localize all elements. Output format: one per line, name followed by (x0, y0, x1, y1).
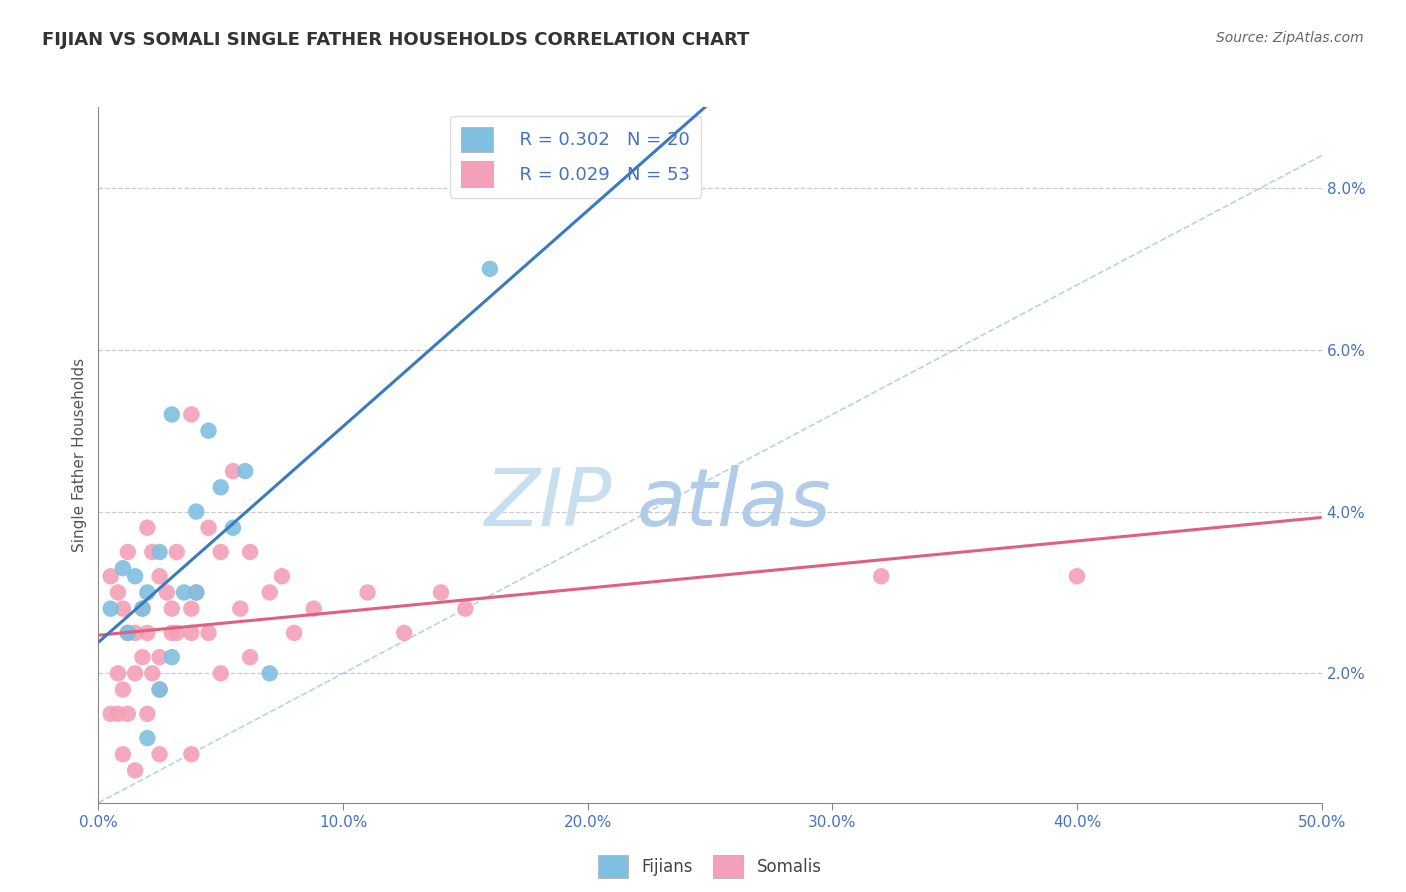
Point (197, 424, 219, 438)
Point (180, 626, 202, 640)
Point (259, 585, 281, 599)
Point (160, 626, 183, 640)
Point (283, 626, 305, 640)
Point (136, 731, 159, 745)
Point (149, 682, 172, 697)
Point (1066, 569, 1088, 583)
Point (166, 626, 188, 640)
Point (233, 464, 256, 478)
Point (149, 747, 172, 762)
Point (197, 521, 219, 535)
Point (160, 601, 183, 615)
Point (111, 561, 134, 575)
Point (141, 545, 163, 559)
Point (149, 650, 172, 665)
Text: ZIP: ZIP (485, 465, 612, 542)
Point (166, 545, 188, 559)
Point (141, 666, 163, 681)
Point (356, 585, 378, 599)
Point (149, 682, 172, 697)
Point (430, 585, 453, 599)
Point (160, 650, 183, 665)
Point (131, 601, 153, 615)
Legend: Fijians, Somalis: Fijians, Somalis (592, 848, 828, 885)
Point (392, 626, 416, 640)
Point (259, 666, 281, 681)
Point (454, 601, 477, 615)
Point (239, 650, 262, 665)
Point (100, 706, 122, 721)
Point (870, 569, 893, 583)
Point (136, 521, 159, 535)
Point (180, 601, 202, 615)
Point (222, 521, 245, 535)
Point (209, 545, 232, 559)
Point (239, 545, 262, 559)
Point (111, 682, 134, 697)
Point (149, 569, 172, 583)
Point (209, 480, 232, 494)
Point (222, 464, 245, 478)
Point (117, 706, 139, 721)
Point (136, 585, 159, 599)
Point (478, 261, 501, 276)
Text: Source: ZipAtlas.com: Source: ZipAtlas.com (1216, 31, 1364, 45)
Point (229, 601, 252, 615)
Point (107, 666, 129, 681)
Point (136, 626, 159, 640)
Point (100, 601, 122, 615)
Point (186, 504, 208, 518)
Point (131, 601, 153, 615)
Y-axis label: Single Father Households: Single Father Households (72, 358, 87, 552)
Point (117, 626, 139, 640)
Point (100, 569, 122, 583)
Text: FIJIAN VS SOMALI SINGLE FATHER HOUSEHOLDS CORRELATION CHART: FIJIAN VS SOMALI SINGLE FATHER HOUSEHOLD… (42, 31, 749, 49)
Point (302, 601, 325, 615)
Point (111, 747, 134, 762)
Point (186, 585, 208, 599)
Point (124, 666, 146, 681)
Point (209, 666, 232, 681)
Point (270, 569, 294, 583)
Point (186, 585, 208, 599)
Point (149, 545, 172, 559)
Point (197, 626, 219, 640)
Text: atlas: atlas (637, 465, 831, 542)
Point (107, 706, 129, 721)
Point (156, 585, 179, 599)
Point (180, 747, 202, 762)
Point (131, 650, 153, 665)
Point (136, 706, 159, 721)
Point (124, 626, 146, 640)
Point (180, 408, 202, 422)
Point (124, 764, 146, 778)
Point (160, 408, 183, 422)
Point (107, 585, 129, 599)
Point (117, 626, 139, 640)
Point (117, 545, 139, 559)
Point (111, 601, 134, 615)
Point (173, 585, 195, 599)
Point (124, 569, 146, 583)
